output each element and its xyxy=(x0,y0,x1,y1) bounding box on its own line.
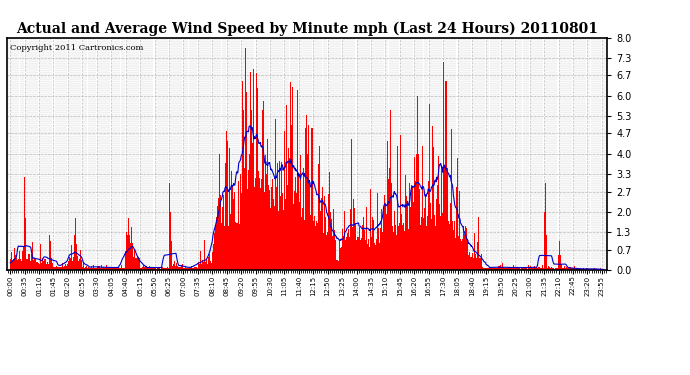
Text: Copyright 2011 Cartronics.com: Copyright 2011 Cartronics.com xyxy=(10,45,144,53)
Title: Actual and Average Wind Speed by Minute mph (Last 24 Hours) 20110801: Actual and Average Wind Speed by Minute … xyxy=(16,22,598,36)
